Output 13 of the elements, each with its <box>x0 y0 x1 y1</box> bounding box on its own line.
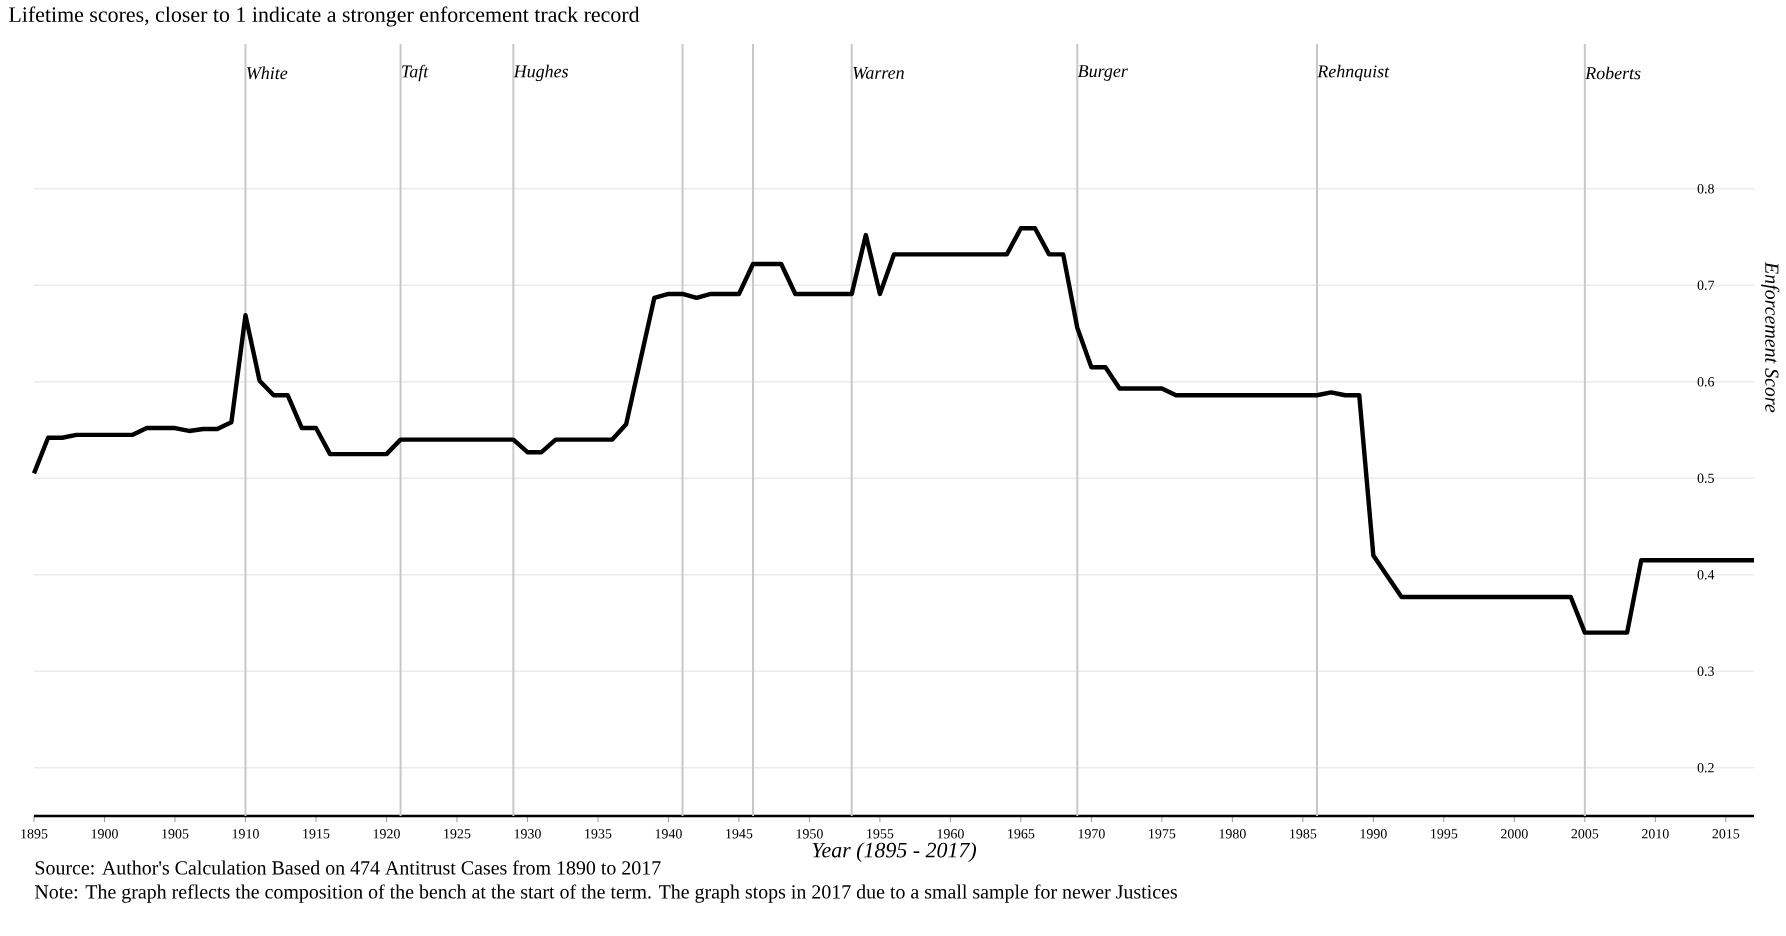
text: Note: The graph reflects the composition of the bench at the start of the term. The graph stops in 2017 due to a small sample for newer Justices <box>34 884 1177 903</box>
source-note: Source: Author's Calculation Based on 474 Antitrust Cases from 1890 to 2017 <box>35 860 661 875</box>
y-axis-title: Enforcement Score <box>1761 261 1780 413</box>
line-series <box>31 226 1757 635</box>
ref-line-label: Roberts <box>1585 66 1641 80</box>
ref-line-label: White <box>247 66 288 80</box>
x-axis-title: Year (1895 - 2017) <box>812 842 977 862</box>
chart-title: Lifetime scores, closer to 1 indicate a stronger enforcement track record <box>9 6 640 27</box>
ref-line-label: Taft <box>402 64 429 82</box>
ref-line-label: Burger <box>1077 65 1128 81</box>
ref-line-label: Rehnquist <box>1317 64 1390 82</box>
ref-line-label: Warren <box>853 66 904 79</box>
ref-line-label: Hughes <box>513 64 568 82</box>
